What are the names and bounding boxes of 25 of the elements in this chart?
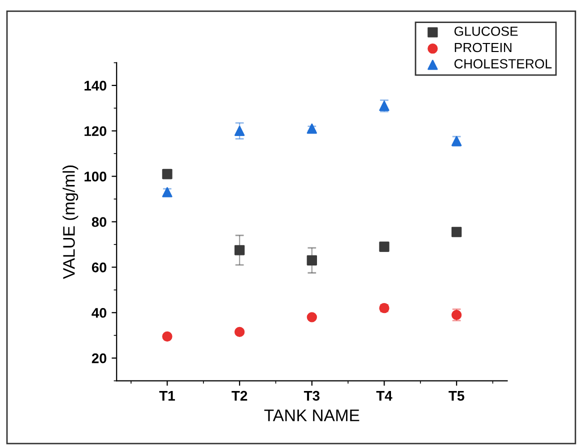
legend-label: GLUCOSE [454, 26, 518, 36]
point [162, 331, 172, 342]
y-tick-label: 20 [92, 353, 106, 364]
y-tick-label: 60 [92, 262, 106, 272]
point [234, 326, 245, 338]
point [234, 126, 245, 136]
x-tick-label: T3 [304, 390, 320, 401]
x-tick-label: T4 [376, 391, 392, 401]
legend-label: PROTEIN [454, 42, 512, 52]
y-tick-label: 100 [84, 172, 106, 182]
point [451, 226, 462, 238]
y-tick-label: 120 [84, 126, 106, 136]
y-axis-title: VALUE (mg/ml) [62, 166, 78, 279]
y-tick-label: 80 [92, 217, 106, 227]
x-tick-label: T2 [232, 390, 248, 401]
point [306, 255, 317, 266]
legend-label: CHOLESTEROL [454, 59, 552, 68]
x-tick-label: T5 [448, 391, 464, 401]
point [162, 187, 172, 198]
y-tick-label: 40 [92, 308, 106, 318]
x-tick-label: T1 [159, 391, 175, 401]
point [234, 245, 245, 256]
point [306, 312, 317, 322]
y-tick-label: 140 [84, 80, 106, 91]
x-axis-title: TANK NAME [264, 410, 360, 422]
